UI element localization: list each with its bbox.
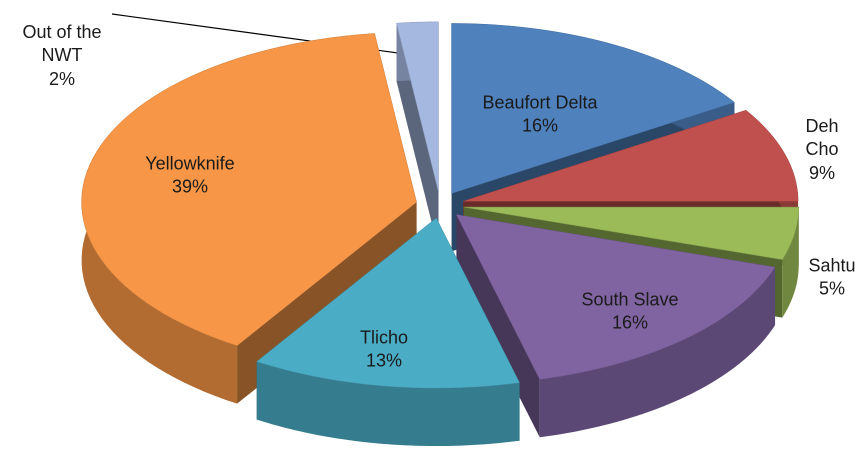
data-label: South Slave 16% (581, 289, 678, 336)
slice-name: South Slave (581, 289, 679, 310)
slice-wall (539, 267, 776, 438)
slice (256, 217, 520, 389)
slice-name: Deh Cho (805, 115, 839, 160)
data-label: Beaufort Delta 16% (482, 92, 597, 139)
slice (81, 33, 417, 346)
slice-percent: 5% (818, 279, 846, 299)
slice-wall (782, 207, 799, 318)
slice-percent: 13% (365, 351, 403, 371)
slice (455, 214, 776, 380)
data-label: Out of the NWT 2% (7, 21, 117, 91)
slice-percent: 2% (48, 68, 75, 89)
slice-percent: 39% (171, 177, 209, 197)
slice-percent: 16% (611, 313, 649, 333)
slice-name: Tlicho (359, 327, 409, 348)
slice-percent: 9% (808, 162, 835, 183)
data-label: Tlicho 13% (360, 327, 408, 374)
slice-wall (256, 361, 520, 447)
slice-name: Sahtu (808, 255, 856, 276)
slice (463, 206, 799, 260)
slice (451, 23, 735, 194)
slice-name: Yellowknife (145, 153, 235, 174)
data-label: Yellowknife 39% (145, 153, 234, 200)
slice-name: Beaufort Delta (482, 92, 598, 113)
data-label: Deh Cho 9% (799, 115, 845, 185)
slice-name: Out of the NWT (22, 21, 102, 66)
slice-percent: 16% (521, 116, 559, 136)
data-label: Sahtu 5% (808, 255, 855, 302)
slice (396, 21, 439, 192)
slice (462, 109, 799, 202)
